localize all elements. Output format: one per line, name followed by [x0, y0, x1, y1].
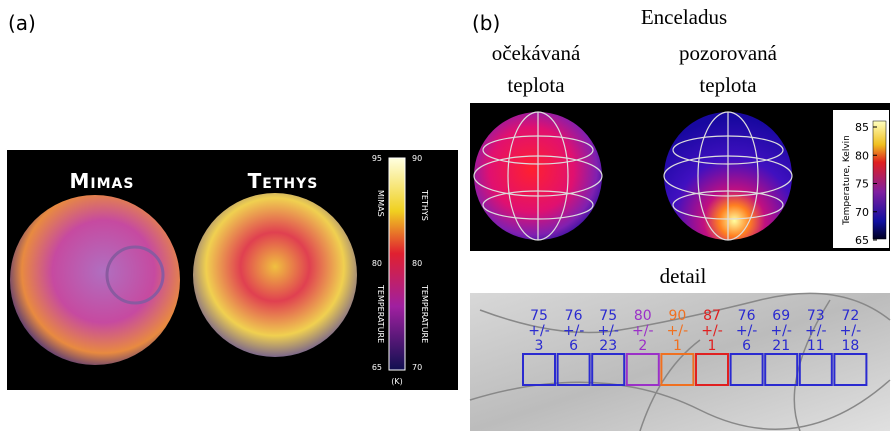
box-error: 2	[638, 338, 647, 354]
box-pm: +/-	[563, 323, 585, 339]
box-error: 18	[841, 338, 859, 354]
box-value: 69	[772, 308, 790, 324]
box-pm: +/-	[528, 323, 550, 339]
detail-title: detail	[660, 264, 707, 288]
colorbar-label: Temperature, Kelvin	[842, 135, 852, 226]
map-caption: očekávaná teplota	[492, 41, 581, 97]
map-caption: pozorovaná teplota	[679, 41, 778, 97]
tick-label: 65	[855, 234, 869, 247]
box-pm: +/-	[736, 323, 758, 339]
box-value: 87	[703, 308, 721, 324]
detail-box	[660, 353, 695, 386]
box-error: 6	[742, 338, 751, 354]
box-value: 80	[634, 308, 652, 324]
detail-box	[556, 353, 591, 386]
tick-label: 85	[855, 121, 869, 134]
moon-title: Mimas	[70, 169, 135, 193]
box-value: 75	[599, 308, 617, 324]
box-value: 75	[530, 308, 548, 324]
box-value: 90	[668, 308, 686, 324]
tick-label: 70	[412, 363, 422, 372]
detail-box	[764, 353, 799, 386]
box-pm: +/-	[840, 323, 862, 339]
detail-box	[522, 353, 556, 386]
mimas-map	[10, 195, 180, 365]
panel-label: (a)	[8, 11, 36, 35]
box-pm: +/-	[701, 323, 723, 339]
panel-label: (b)	[472, 11, 500, 35]
unit: (K)	[391, 377, 403, 386]
box-error: 1	[708, 338, 717, 354]
box-pm: +/-	[597, 323, 619, 339]
tick-label: 70	[855, 206, 869, 219]
crater	[105, 245, 165, 305]
box-value: 73	[807, 308, 825, 324]
colorbar	[388, 157, 406, 371]
colorbar	[872, 120, 887, 240]
axis-name: Mimas	[376, 190, 385, 217]
colorbar-a-labels: 95 80 65 90 80 70 Mimas Temperature Teth…	[372, 154, 429, 386]
globe-grid	[473, 111, 793, 241]
detail-box	[625, 353, 660, 386]
figure-title: Enceladus	[641, 5, 727, 29]
box-value: 76	[738, 308, 756, 324]
box-error: 23	[599, 338, 617, 354]
detail-box	[833, 353, 868, 386]
box-error: 11	[807, 338, 825, 354]
box-error: 6	[569, 338, 578, 354]
box-error: 1	[673, 338, 682, 354]
box-value: 76	[565, 308, 583, 324]
box-error: 3	[535, 338, 544, 354]
tick-label: 95	[372, 154, 382, 163]
detail-box	[729, 353, 764, 386]
box-pm: +/-	[667, 323, 689, 339]
tick-label: 90	[412, 154, 422, 163]
tick-label: 80	[412, 259, 422, 268]
detail-box	[591, 353, 626, 386]
tick-label: 80	[855, 149, 869, 162]
axis-name: Tethys	[420, 189, 429, 221]
tick-label: 75	[855, 178, 869, 191]
detail-box	[798, 353, 833, 386]
box-pm: +/-	[805, 323, 827, 339]
box-error: 21	[772, 338, 790, 354]
box-value: 72	[841, 308, 859, 324]
detail-box	[695, 353, 729, 386]
tick-label: 80	[372, 259, 382, 268]
box-pm: +/-	[770, 323, 792, 339]
tick-label: 65	[372, 363, 382, 372]
tethys-map	[193, 193, 357, 357]
moon-title: Tethys	[248, 169, 319, 193]
axis-name: Temperature	[376, 284, 385, 343]
axis-name: Temperature	[420, 284, 429, 343]
box-pm: +/-	[632, 323, 654, 339]
